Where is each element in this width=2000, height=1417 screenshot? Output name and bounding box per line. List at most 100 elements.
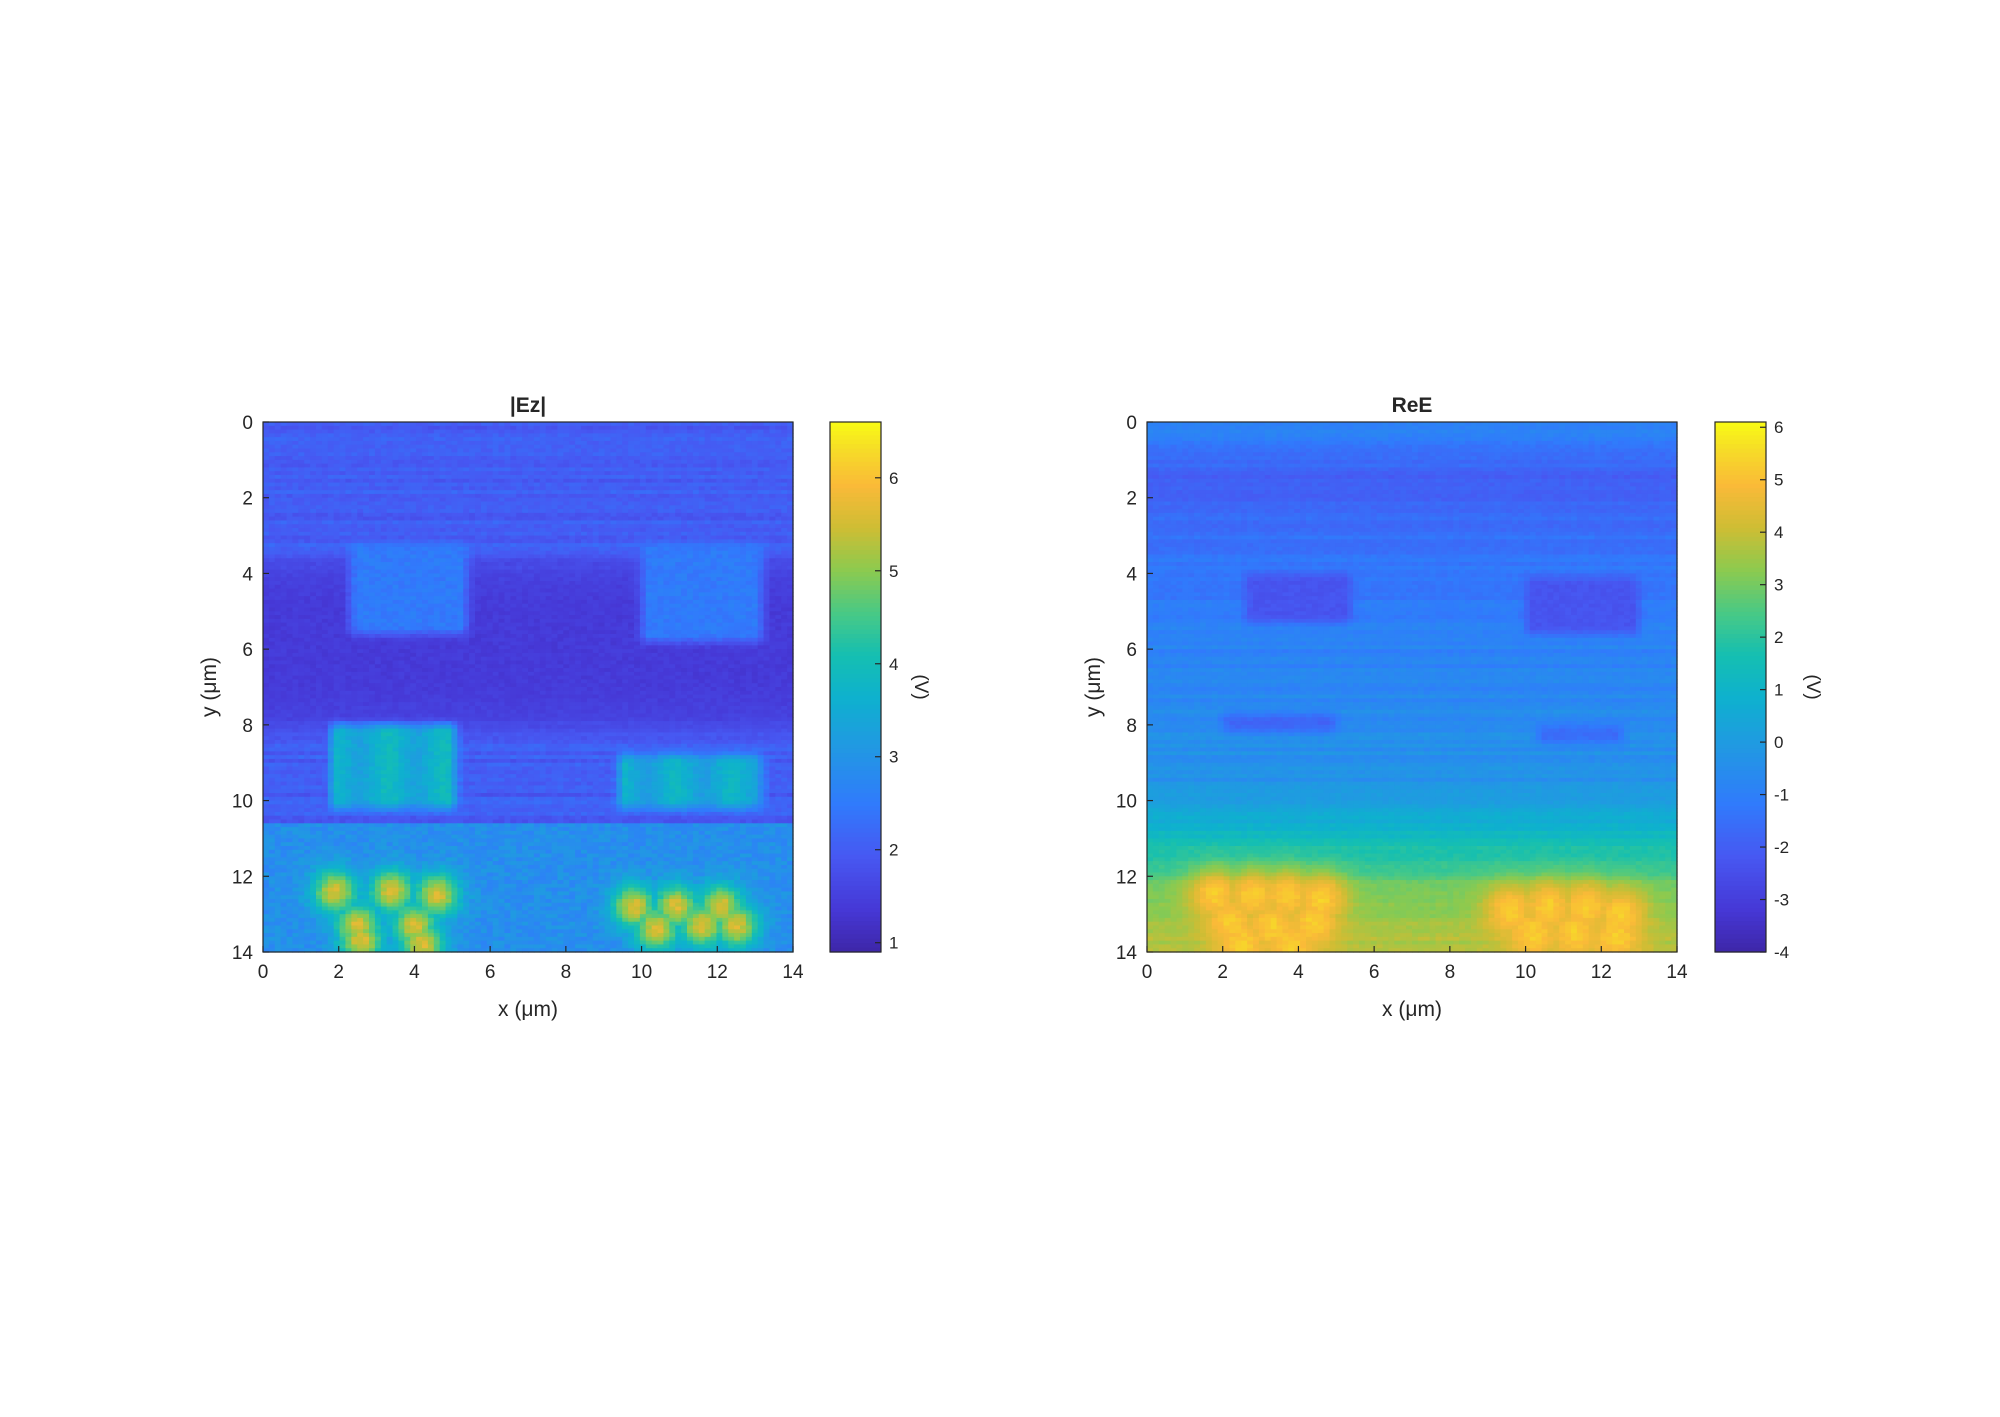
heatmap-cell [440, 558, 446, 562]
heatmap-cell [451, 467, 457, 471]
heatmap-cell [593, 422, 599, 426]
heatmap-cell [328, 422, 334, 426]
heatmap-cell [634, 520, 640, 524]
heatmap-cell [404, 619, 410, 623]
heatmap-cell [469, 528, 475, 532]
heatmap-cell [316, 539, 322, 543]
heatmap-cell [693, 520, 699, 524]
heatmap-cell [357, 483, 363, 487]
heatmap-cell [734, 532, 740, 536]
heatmap-cell [658, 608, 664, 612]
heatmap-cell [322, 460, 328, 464]
heatmap-cell [292, 441, 298, 445]
heatmap-cell [475, 433, 481, 437]
heatmap-cell [351, 471, 357, 475]
heatmap-cell [640, 422, 646, 426]
heatmap-cell [292, 445, 298, 449]
heatmap-cell [340, 520, 346, 524]
heatmap-cell [351, 490, 357, 494]
heatmap-cell [393, 498, 399, 502]
heatmap-cell [328, 543, 334, 547]
heatmap-cell [581, 456, 587, 460]
heatmap-cell [375, 456, 381, 460]
heatmap-cell [410, 596, 416, 600]
heatmap-cell [575, 573, 581, 577]
heatmap-cell [269, 456, 275, 460]
heatmap-cell [728, 467, 734, 471]
heatmap-cell [575, 555, 581, 559]
heatmap-cell [310, 562, 316, 566]
heatmap-cell [269, 626, 275, 630]
heatmap-cell [758, 608, 764, 612]
heatmap-cell [404, 517, 410, 521]
heatmap-cell [540, 596, 546, 600]
heatmap-cell [522, 505, 528, 509]
heatmap-cell [410, 464, 416, 468]
heatmap-cell [699, 483, 705, 487]
heatmap-cell [351, 452, 357, 456]
heatmap-cell [764, 547, 770, 551]
heatmap-cell [428, 608, 434, 612]
heatmap-cell [369, 528, 375, 532]
heatmap-cell [410, 589, 416, 593]
heatmap-cell [752, 528, 758, 532]
heatmap-cell [593, 490, 599, 494]
heatmap-cell [404, 630, 410, 634]
heatmap-cell [693, 430, 699, 434]
heatmap-cell [628, 486, 634, 490]
heatmap-cell [546, 566, 552, 570]
heatmap-cell [669, 626, 675, 630]
heatmap-cell [381, 573, 387, 577]
heatmap-cell [616, 626, 622, 630]
heatmap-cell [599, 600, 605, 604]
heatmap-cell [351, 502, 357, 506]
heatmap-cell [322, 433, 328, 437]
heatmap-cell [499, 483, 505, 487]
heatmap-cell [540, 494, 546, 498]
heatmap-cell [593, 483, 599, 487]
heatmap-cell [764, 585, 770, 589]
heatmap-cell [410, 471, 416, 475]
heatmap-cell [540, 452, 546, 456]
heatmap-cell [569, 452, 575, 456]
heatmap-cell [681, 596, 687, 600]
heatmap-cell [681, 464, 687, 468]
heatmap-cell [740, 467, 746, 471]
heatmap-cell [269, 539, 275, 543]
heatmap-cell [563, 573, 569, 577]
heatmap-cell [634, 502, 640, 506]
heatmap-cell [775, 505, 781, 509]
heatmap-cell [357, 464, 363, 468]
heatmap-cell [728, 558, 734, 562]
heatmap-cell [275, 486, 281, 490]
heatmap-cell [699, 460, 705, 464]
heatmap-cell [463, 536, 469, 540]
heatmap-cell [746, 430, 752, 434]
heatmap-cell [610, 566, 616, 570]
heatmap-cell [646, 441, 652, 445]
heatmap-cell [304, 479, 310, 483]
heatmap-cell [628, 570, 634, 574]
heatmap-cell [410, 467, 416, 471]
heatmap-cell [705, 547, 711, 551]
heatmap-cell [740, 509, 746, 513]
heatmap-cell [599, 426, 605, 430]
heatmap-cell [563, 494, 569, 498]
heatmap-cell [728, 494, 734, 498]
heatmap-cell [516, 505, 522, 509]
heatmap-cell [634, 498, 640, 502]
heatmap-cell [599, 566, 605, 570]
heatmap-cell [316, 460, 322, 464]
heatmap-cell [581, 543, 587, 547]
heatmap-cell [628, 604, 634, 608]
heatmap-cell [693, 532, 699, 536]
heatmap-cell [552, 547, 558, 551]
heatmap-cell [663, 464, 669, 468]
heatmap-cell [575, 551, 581, 555]
heatmap-cell [728, 566, 734, 570]
heatmap-cell [746, 464, 752, 468]
heatmap-cell [369, 513, 375, 517]
heatmap-cell [416, 604, 422, 608]
heatmap-cell [764, 570, 770, 574]
heatmap-cell [728, 449, 734, 453]
